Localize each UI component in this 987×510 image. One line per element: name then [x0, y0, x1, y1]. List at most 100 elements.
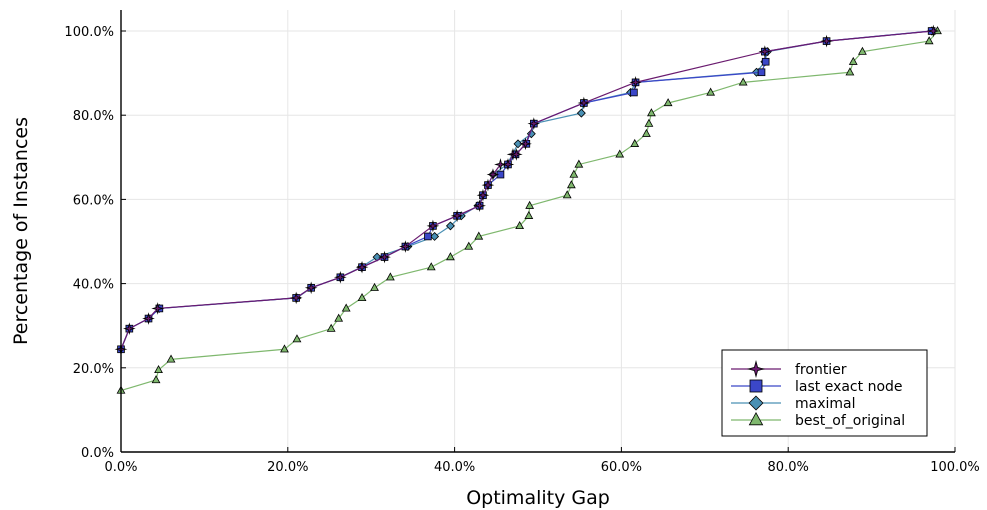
data-point [370, 282, 379, 291]
data-point [525, 200, 535, 209]
data-point [473, 199, 486, 213]
data-point [509, 148, 523, 161]
data-point [481, 178, 495, 192]
data-point [738, 77, 748, 86]
data-point [761, 57, 770, 66]
x-tick-label: 60.0% [601, 460, 642, 475]
y-axis-title: Percentage of Instances [10, 117, 32, 345]
data-point [430, 231, 440, 241]
data-point [757, 68, 766, 77]
data-point [399, 240, 412, 253]
series-best-of-original [116, 26, 942, 394]
x-axis-title: Optimality Gap [466, 487, 610, 509]
data-point [644, 118, 654, 127]
data-point [474, 231, 484, 240]
data-point [154, 364, 163, 374]
legend-marker [746, 359, 766, 379]
data-point [486, 168, 500, 181]
y-tick-label: 100.0% [64, 25, 114, 40]
series-layer [114, 24, 942, 394]
data-point [820, 34, 833, 48]
series-line [120, 30, 934, 350]
data-point [304, 281, 318, 295]
legend-label: last exact node [795, 379, 903, 395]
x-tick-label: 0.0% [104, 460, 137, 475]
y-tick-label: 80.0% [73, 109, 114, 124]
data-point [426, 219, 440, 233]
data-point [630, 138, 640, 147]
data-point [663, 98, 673, 107]
data-point [426, 262, 436, 271]
legend-label: best_of_original [795, 413, 905, 429]
legend-label: frontier [795, 362, 847, 378]
y-tick-label: 20.0% [73, 362, 114, 377]
x-tick-label: 100.0% [930, 460, 980, 475]
legend-entry: frontier [731, 359, 847, 379]
data-point [151, 302, 165, 315]
data-point [758, 45, 772, 58]
data-point [576, 108, 586, 118]
data-point [848, 56, 858, 65]
data-point [566, 180, 576, 189]
data-point [326, 323, 336, 332]
legend-marker [748, 395, 764, 411]
series-frontier [114, 24, 940, 356]
data-point [280, 344, 289, 353]
data-point [357, 293, 367, 302]
legend-marker [749, 379, 763, 393]
data-point [647, 108, 656, 117]
data-point [501, 158, 515, 171]
data-point [334, 313, 344, 322]
data-point [445, 221, 455, 231]
data-point [569, 169, 579, 178]
legend-label: maximal [795, 396, 856, 412]
data-point [524, 210, 534, 219]
data-point [926, 24, 940, 38]
data-point [289, 291, 303, 305]
y-tick-label: 60.0% [73, 193, 114, 208]
data-point [858, 46, 867, 55]
data-point [615, 149, 625, 158]
data-point [924, 36, 934, 45]
data-point [151, 375, 161, 384]
legend-marker [748, 411, 764, 426]
data-point [292, 334, 302, 343]
data-point [464, 241, 474, 250]
data-point [385, 272, 395, 281]
data-point [519, 137, 532, 151]
x-tick-label: 80.0% [768, 460, 809, 475]
data-point [450, 209, 464, 223]
legend-entry: best_of_original [731, 411, 905, 429]
data-point [642, 128, 651, 137]
axes [120, 10, 955, 453]
legend-entry: maximal [731, 395, 856, 412]
data-point [527, 117, 541, 130]
x-tick-label: 20.0% [267, 460, 308, 475]
data-point [341, 303, 351, 312]
data-point [513, 139, 523, 149]
data-point [476, 188, 490, 202]
data-point [378, 250, 391, 264]
series-line [120, 30, 938, 392]
data-point [142, 312, 155, 325]
y-tick-label: 40.0% [73, 278, 114, 293]
data-point [629, 76, 642, 89]
data-point [446, 252, 455, 261]
tick-labels: 0.0% 20.0% 40.0% 60.0% 80.0% 100.0% 0.0% 20.0% 4… [64, 25, 979, 475]
data-point [562, 190, 572, 199]
y-tick-label: 0.0% [81, 446, 114, 461]
data-point [845, 67, 855, 76]
data-point [355, 260, 369, 274]
data-point [706, 87, 716, 96]
data-point [333, 270, 347, 284]
data-point [424, 232, 432, 241]
data-point [494, 158, 507, 171]
data-point [574, 159, 584, 168]
data-point [123, 322, 136, 335]
data-point [166, 354, 176, 363]
data-point [630, 88, 638, 97]
data-point [577, 96, 591, 110]
